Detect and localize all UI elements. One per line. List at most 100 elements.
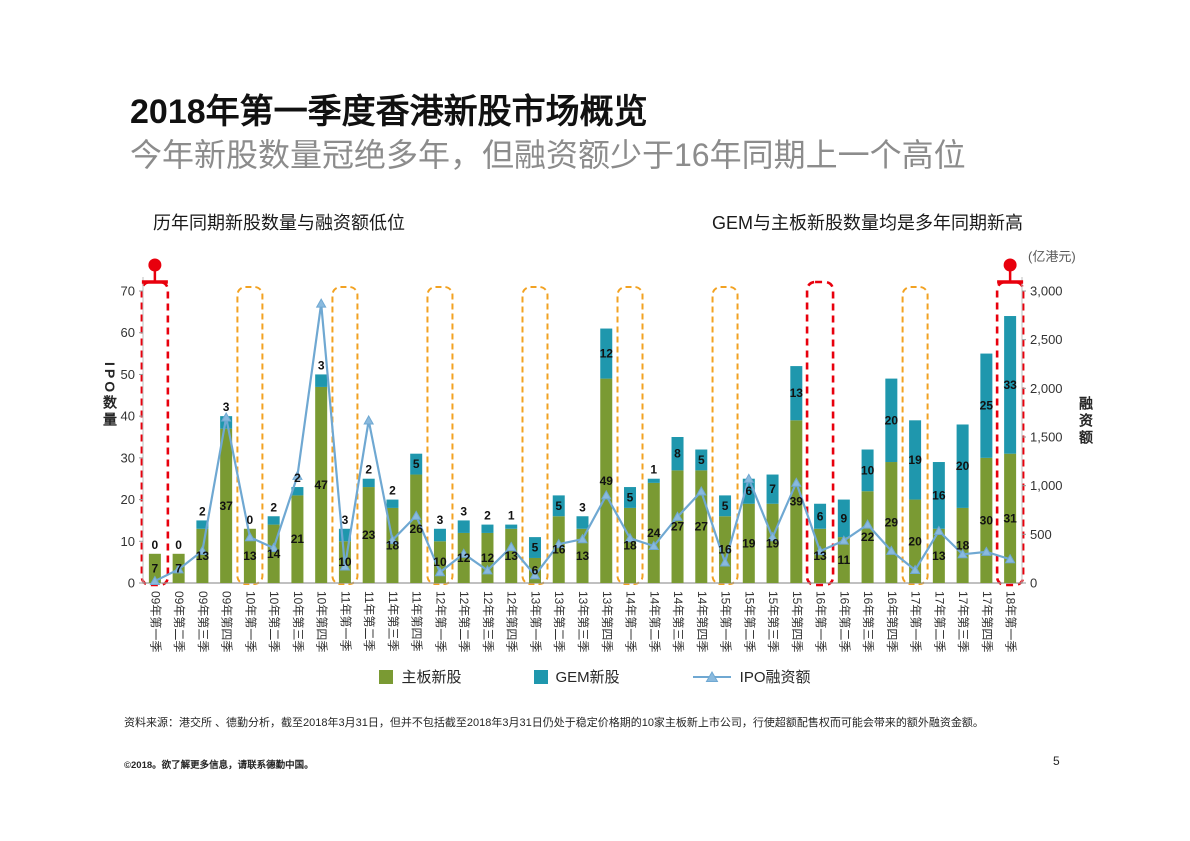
main-board-bar (410, 474, 423, 583)
chart-axes: 01020304050607005001,0001,5002,0002,5003… (121, 277, 1063, 591)
gem-swatch (533, 669, 548, 684)
gem-value-label: 7 (769, 482, 776, 496)
legend-label-funds: IPO融资额 (739, 669, 811, 686)
main-board-bar (790, 420, 803, 583)
x-axis-label: 16年第一季 (814, 591, 828, 652)
line-marker (743, 473, 755, 483)
main-board-bar (552, 516, 565, 583)
gem-value-label: 16 (932, 488, 946, 502)
line-marker (862, 519, 873, 529)
svg-text:1,500: 1,500 (1030, 430, 1063, 445)
svg-text:2,500: 2,500 (1030, 332, 1063, 347)
orange-highlight-box (616, 286, 644, 585)
main-board-value-label: 16 (552, 543, 566, 557)
line-marker (315, 298, 327, 308)
x-axis-label: 13年第二季 (552, 591, 566, 652)
line-marker (719, 557, 731, 567)
page-subtitle: 今年新股数量冠绝多年，但融资额少于16年同期上一个高位 (130, 137, 966, 173)
legend-item-funds: IPO融资额 (692, 666, 811, 687)
line-marker (529, 569, 541, 580)
x-axis-label: 10年第一季 (243, 591, 257, 652)
gem-value-label: 20 (885, 413, 899, 427)
main-board-value-label: 26 (410, 522, 424, 536)
x-axis-label: 17年第三季 (956, 591, 970, 652)
legend-item-gem: GEM新股 (533, 666, 620, 687)
gem-value-label: 2 (294, 471, 301, 485)
main-board-bar (647, 482, 660, 583)
x-axis-label: 15年第三季 (766, 591, 780, 652)
svg-text:1,000: 1,000 (1030, 478, 1063, 493)
gem-value-label: 3 (342, 513, 349, 527)
main-board-value-label: 10 (433, 555, 447, 569)
main-board-value-label: 47 (314, 478, 328, 492)
main-board-bar (505, 528, 518, 583)
gem-value-label: 2 (484, 509, 491, 523)
x-axis-label: 17年第二季 (932, 591, 946, 652)
main-board-value-label: 37 (219, 499, 233, 513)
main-board-value-label: 23 (362, 528, 376, 542)
red-pin-icon (1003, 258, 1017, 272)
gem-value-label: 2 (199, 504, 206, 518)
gem-bar (576, 516, 589, 529)
svg-text:60: 60 (121, 325, 135, 340)
x-axis-label: 11年第一季 (338, 591, 352, 651)
gem-value-label: 2 (270, 500, 277, 514)
gem-value-label: 12 (600, 347, 614, 361)
main-board-value-label: 19 (766, 536, 780, 550)
line-marker (505, 541, 517, 551)
line-marker (981, 546, 992, 556)
red-highlight-box (805, 280, 835, 587)
x-axis-label: 13年第四季 (600, 591, 614, 652)
x-axis-label: 14年第二季 (647, 591, 661, 652)
ipo-funds-line-icon (692, 670, 732, 683)
main-board-value-label: 16 (718, 543, 732, 557)
line-marker (458, 548, 470, 558)
main-board-value-label: 27 (671, 520, 685, 534)
page-number: 5 (1053, 754, 1060, 768)
x-axis-label: 14年第四季 (695, 591, 709, 652)
line-marker (244, 531, 256, 542)
ipo-market-chart: 01020304050607005001,0001,5002,0002,5003… (121, 258, 1063, 652)
svg-text:3,000: 3,000 (1030, 284, 1063, 299)
gem-bar (766, 474, 779, 504)
main-board-value-label: 39 (790, 495, 804, 509)
gem-value-label: 9 (840, 511, 847, 525)
svg-text:500: 500 (1030, 527, 1052, 542)
main-board-bar (742, 503, 755, 583)
gem-value-label: 19 (908, 453, 922, 467)
right-axis-title: 融资额 (1078, 396, 1094, 447)
x-axis-label: 18年第一季 (1004, 591, 1018, 652)
main-board-value-label: 22 (861, 530, 875, 544)
chart-line (149, 298, 1016, 586)
orange-highlight-box (331, 286, 359, 585)
main-board-bar (932, 528, 945, 583)
main-board-value-label: 18 (956, 538, 970, 552)
red-pin-icon (148, 258, 162, 272)
gem-bar (956, 424, 969, 508)
x-axis-label: 09年第一季 (148, 591, 162, 652)
gem-bar (719, 495, 732, 517)
main-board-bar (315, 386, 328, 583)
main-board-bar (909, 499, 922, 583)
annotation-right: GEM与主板新股数量均是多年同期新高 (712, 213, 1023, 233)
main-board-value-label: 27 (695, 520, 709, 534)
gem-bar (315, 374, 328, 387)
gem-bar (362, 478, 375, 488)
main-board-value-label: 11 (837, 553, 850, 567)
line-marker (672, 511, 683, 521)
line-marker (363, 414, 375, 425)
orange-highlight-box (426, 286, 454, 585)
main-board-bar (956, 507, 969, 583)
x-axis-label: 15年第一季 (719, 591, 733, 652)
gem-value-label: 5 (413, 457, 420, 471)
orange-highlight-box (901, 286, 929, 585)
main-board-value-label: 6 (532, 563, 539, 577)
line-marker (339, 560, 351, 571)
chart-bars (148, 316, 1017, 583)
line-marker (909, 564, 921, 575)
gem-value-label: 3 (579, 500, 586, 514)
annotation-left: 历年同期新股数量与融资额低位 (153, 213, 405, 233)
main-board-bar (457, 532, 470, 583)
main-board-value-label: 12 (457, 551, 471, 565)
